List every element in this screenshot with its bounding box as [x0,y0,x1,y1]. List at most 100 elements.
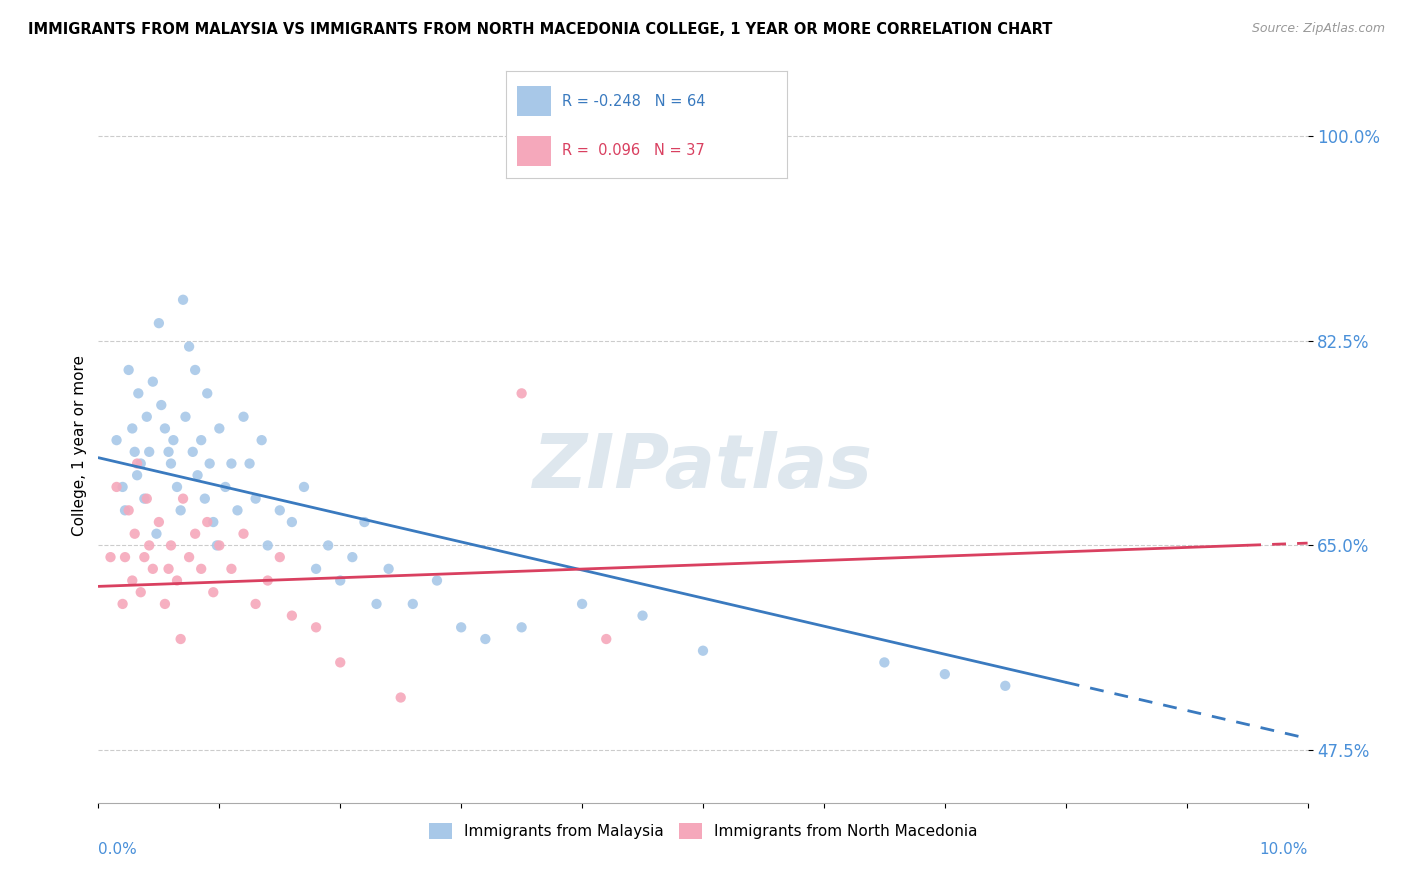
Point [169,632,191,646]
Point [256,538,278,552]
Point [138,445,160,459]
Point [245,491,267,506]
Point [377,562,399,576]
Point [142,562,165,576]
Point [160,457,183,471]
Point [510,620,533,634]
Point [202,515,225,529]
Point [232,526,254,541]
Point [195,515,218,529]
Point [329,574,352,588]
Point [124,526,146,541]
Point [190,433,212,447]
Point [292,480,315,494]
Point [135,491,157,506]
Point [994,679,1017,693]
Point [135,409,157,424]
Point [105,433,128,447]
Point [153,421,176,435]
Point [129,457,152,471]
Point [873,656,896,670]
Point [118,363,141,377]
Point [281,515,304,529]
Point [150,398,173,412]
Point [329,656,352,670]
Point [269,550,291,565]
Point [190,562,212,576]
Point [595,632,617,646]
Point [214,480,236,494]
Point [166,480,188,494]
Point [121,574,143,588]
Point [239,457,262,471]
Point [571,597,593,611]
Point [631,608,654,623]
Point [232,409,254,424]
Point [208,421,231,435]
Text: IMMIGRANTS FROM MALAYSIA VS IMMIGRANTS FROM NORTH MACEDONIA COLLEGE, 1 YEAR OR M: IMMIGRANTS FROM MALAYSIA VS IMMIGRANTS F… [28,22,1053,37]
Point [127,468,149,483]
Point [148,515,170,529]
Point [157,445,180,459]
Point [100,550,122,565]
Point [114,503,136,517]
Point [198,457,221,471]
Point [194,491,217,506]
Point [129,585,152,599]
Point [195,386,218,401]
Point [281,608,304,623]
Point [111,480,134,494]
Point [221,562,243,576]
Point [181,445,204,459]
Point [121,421,143,435]
Point [202,585,225,599]
Text: Source: ZipAtlas.com: Source: ZipAtlas.com [1251,22,1385,36]
Point [305,620,328,634]
Point [124,445,146,459]
Point [174,409,197,424]
Point [692,644,714,658]
Point [169,503,191,517]
Point [172,491,194,506]
Point [353,515,375,529]
Text: 0.0%: 0.0% [98,842,138,856]
Point [114,550,136,565]
Text: 10.0%: 10.0% [1260,842,1308,856]
Point [184,363,207,377]
Text: R = -0.248   N = 64: R = -0.248 N = 64 [562,94,706,109]
Point [389,690,412,705]
Point [402,597,425,611]
Point [153,597,176,611]
Point [179,340,201,354]
Point [474,632,496,646]
Point [221,457,243,471]
Point [179,550,201,565]
Point [450,620,472,634]
Point [127,457,149,471]
Point [160,538,183,552]
Point [105,480,128,494]
Point [510,386,533,401]
Point [256,574,278,588]
Point [426,574,449,588]
Point [184,526,207,541]
Bar [517,136,551,166]
Point [366,597,388,611]
Point [250,433,273,447]
Point [245,597,267,611]
Point [269,503,291,517]
Legend: Immigrants from Malaysia, Immigrants from North Macedonia: Immigrants from Malaysia, Immigrants fro… [422,817,984,845]
Y-axis label: College, 1 year or more: College, 1 year or more [72,356,87,536]
Text: ZIPatlas: ZIPatlas [533,431,873,504]
Point [166,574,188,588]
Point [145,526,167,541]
Point [226,503,249,517]
Point [148,316,170,330]
Bar [517,87,551,116]
Point [134,550,156,565]
Point [172,293,194,307]
Point [111,597,134,611]
Point [934,667,956,681]
Point [342,550,364,565]
Point [187,468,209,483]
